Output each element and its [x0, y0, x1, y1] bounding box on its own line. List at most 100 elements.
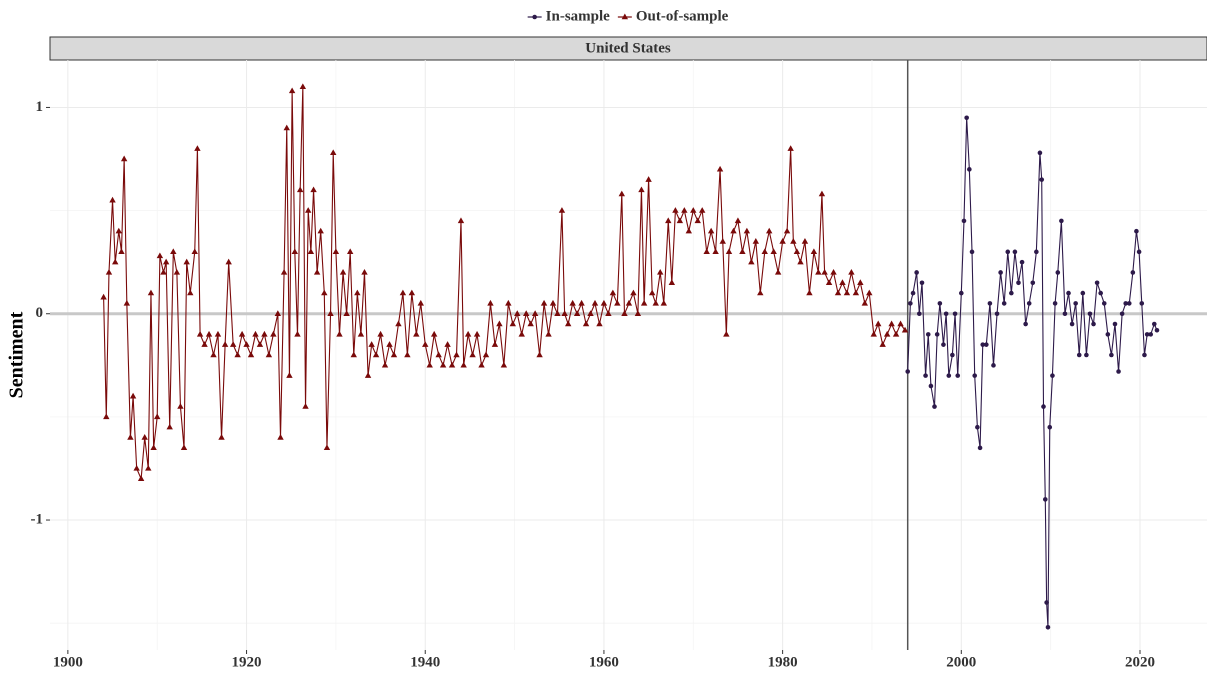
triangle-marker — [897, 320, 904, 327]
circle-marker — [1073, 301, 1078, 306]
circle-marker — [998, 270, 1003, 275]
triangle-marker — [866, 289, 873, 296]
circle-marker — [1005, 249, 1011, 255]
triangle-marker — [634, 310, 642, 316]
circle-marker — [1154, 327, 1160, 333]
triangle-marker — [173, 268, 181, 275]
triangle-marker — [137, 475, 145, 481]
triangle-marker — [354, 289, 361, 296]
triangle-marker — [332, 248, 340, 255]
triangle-marker — [317, 227, 324, 234]
y-axis-label: Sentiment — [6, 311, 28, 398]
triangle-marker — [115, 227, 122, 234]
triangle-marker — [291, 248, 299, 255]
triangle-marker — [252, 330, 259, 337]
triangle-marker — [238, 330, 246, 337]
triangle-marker — [305, 207, 312, 213]
triangle-marker — [739, 248, 746, 255]
triangle-marker — [105, 268, 113, 275]
triangle-marker — [280, 268, 288, 275]
y-tick-label: 0 — [36, 305, 44, 321]
triangle-marker — [730, 227, 737, 234]
triangle-marker — [408, 289, 416, 296]
circle-marker — [1144, 332, 1150, 337]
triangle-marker — [657, 268, 664, 275]
triangle-marker — [469, 351, 476, 358]
circle-marker — [1119, 311, 1125, 317]
triangle-marker — [514, 310, 521, 316]
circle-marker — [1052, 301, 1058, 306]
triangle-marker — [774, 268, 782, 275]
circle-marker — [1136, 249, 1142, 255]
triangle-marker — [748, 258, 755, 265]
circle-marker — [1084, 352, 1089, 358]
triangle-marker — [640, 299, 648, 306]
circle-marker — [914, 270, 919, 275]
triangle-marker — [270, 330, 277, 337]
circle-marker — [1059, 218, 1064, 224]
triangle-marker — [336, 330, 343, 337]
triangle-marker — [386, 341, 393, 347]
triangle-marker — [564, 320, 572, 327]
circle-marker — [1116, 369, 1121, 374]
triangle-marker — [229, 341, 237, 347]
triangle-marker — [672, 207, 679, 213]
triangle-marker — [277, 434, 284, 440]
triangle-marker — [793, 248, 801, 255]
triangle-marker — [147, 289, 155, 296]
circle-marker — [987, 301, 993, 306]
circle-marker — [969, 249, 975, 255]
triangle-marker — [536, 351, 543, 358]
triangle-marker — [112, 258, 119, 265]
triangle-marker — [283, 124, 290, 131]
triangle-marker — [464, 330, 472, 337]
triangle-marker — [327, 310, 334, 316]
triangle-marker — [652, 299, 659, 306]
circle-marker — [910, 290, 916, 296]
triangle-marker — [609, 289, 617, 296]
circle-marker — [1066, 290, 1071, 296]
legend: In-sample Out-of-sample — [527, 8, 729, 24]
triangle-marker — [665, 217, 672, 224]
triangle-marker — [818, 190, 826, 197]
triangle-marker — [225, 258, 232, 265]
triangle-marker — [150, 444, 157, 451]
triangle-marker — [426, 361, 433, 368]
x-tick-label: 1940 — [410, 654, 440, 670]
triangle-marker — [578, 299, 585, 306]
triangle-marker — [210, 351, 217, 358]
circle-marker — [917, 311, 922, 317]
triangle-marker — [343, 310, 350, 316]
triangle-marker — [439, 361, 447, 368]
triangle-marker — [901, 326, 909, 333]
circle-marker — [991, 363, 996, 368]
circle-marker — [1094, 280, 1100, 286]
triangle-marker — [323, 444, 331, 451]
triangle-marker — [372, 351, 380, 358]
circle-marker — [1001, 301, 1007, 306]
triangle-marker — [448, 361, 456, 368]
circle-marker — [905, 369, 910, 374]
triangle-marker — [582, 320, 590, 327]
triangle-marker — [787, 145, 794, 151]
triangle-marker — [618, 190, 625, 197]
triangle-marker — [286, 372, 293, 378]
triangle-marker — [596, 320, 603, 327]
circle-marker — [959, 290, 964, 296]
circle-marker — [1009, 290, 1014, 296]
circle-marker — [934, 332, 940, 337]
triangle-marker — [487, 299, 494, 306]
circle-marker — [952, 311, 958, 317]
triangle-marker — [299, 83, 307, 90]
panel-strip — [49, 36, 1207, 61]
y-tick-label: 1 — [36, 99, 44, 115]
triangle-marker — [870, 330, 877, 337]
triangle-marker — [716, 165, 724, 172]
triangle-marker — [518, 330, 525, 337]
triangle-marker — [302, 403, 309, 409]
triangle-marker — [313, 268, 321, 275]
triangle-marker — [381, 361, 389, 368]
triangle-marker — [183, 258, 190, 265]
triangle-marker — [166, 423, 173, 430]
circle-marker — [1142, 352, 1147, 358]
